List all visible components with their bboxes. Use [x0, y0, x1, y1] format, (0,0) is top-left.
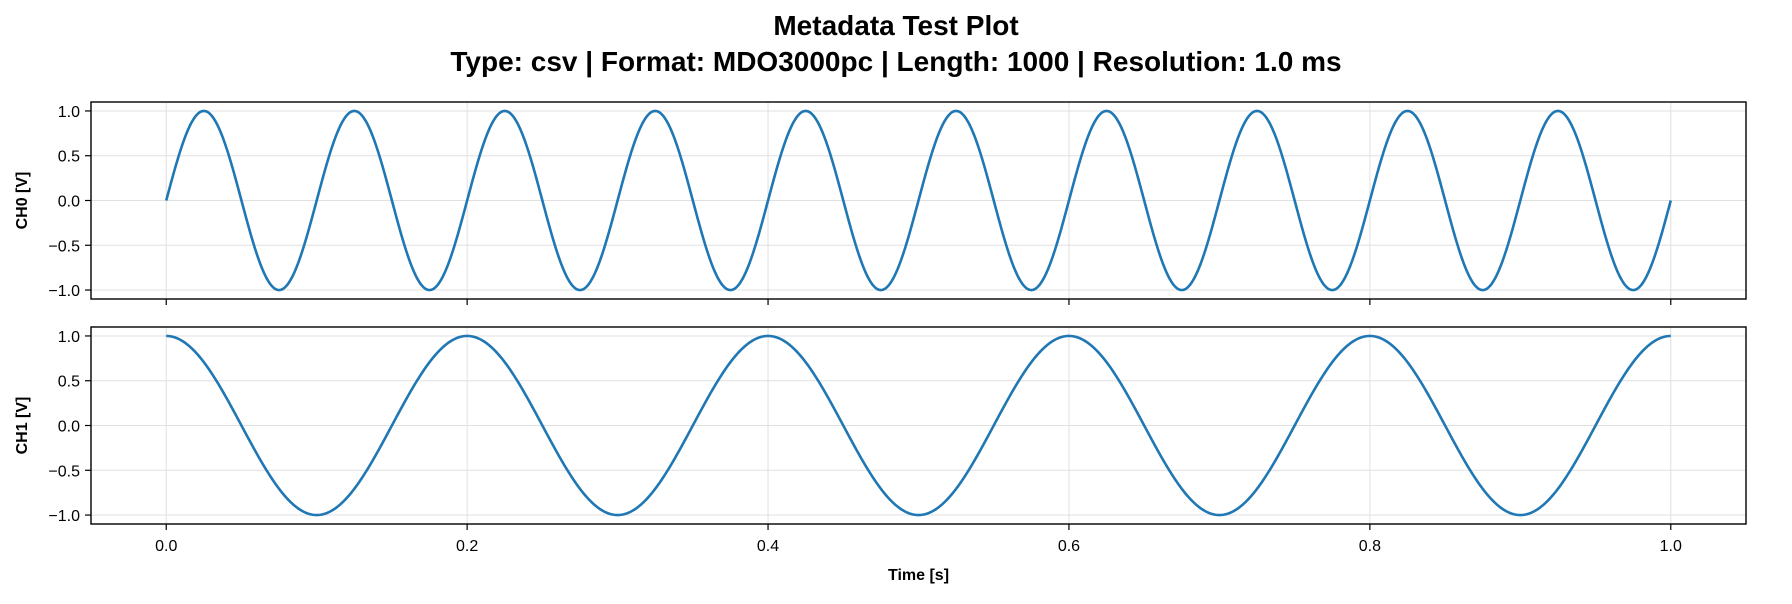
- x-tick-label-1-4: 0.8: [1359, 538, 1381, 555]
- series-line-0-0: [164, 109, 1673, 292]
- x-tick-label-1-2: 0.4: [757, 538, 779, 555]
- y-tick-label-0-1: −0.5: [48, 238, 80, 255]
- y-tick-label-1-3: 0.5: [58, 374, 80, 391]
- y-tick-label-0-0: −1.0: [48, 283, 80, 300]
- y-tick-label-1-4: 1.0: [58, 329, 80, 346]
- x-tick-label-1-1: 0.2: [456, 538, 478, 555]
- x-tick-label-1-5: 1.0: [1660, 538, 1682, 555]
- x-axis-label-1: Time [s]: [888, 567, 949, 584]
- y-tick-label-1-0: −1.0: [48, 508, 80, 525]
- y-axis-label-0: CH0 [V]: [14, 172, 31, 230]
- chart-title-line1: Metadata Test Plot: [773, 10, 1018, 41]
- y-tick-label-0-3: 0.5: [58, 149, 80, 166]
- panels: −1.0 −0.5 0.0 0.5 1.0 CH0 [V] −1.0 −0.5 0.0 0.5 1.…: [14, 101, 1747, 584]
- y-tick-label-0-2: 0.0: [58, 194, 80, 211]
- y-tick-label-1-2: 0.0: [58, 419, 80, 436]
- panel-0: −1.0 −0.5 0.0 0.5 1.0 CH0 [V]: [14, 101, 1747, 305]
- y-axis-label-1: CH1 [V]: [14, 397, 31, 455]
- x-tick-label-1-0: 0.0: [155, 538, 177, 555]
- x-tick-label-1-3: 0.6: [1058, 538, 1080, 555]
- panel-1: −1.0 −0.5 0.0 0.5 1.0 0.0 0.2 0.4 0.6 0.8 1.0 CH1 […: [14, 326, 1747, 584]
- series-line-1-0: [166, 334, 1671, 517]
- chart-title-line2: Type: csv | Format: MDO3000pc | Length: …: [450, 46, 1341, 77]
- y-tick-label-0-4: 1.0: [58, 104, 80, 121]
- y-tick-label-1-1: −0.5: [48, 463, 80, 480]
